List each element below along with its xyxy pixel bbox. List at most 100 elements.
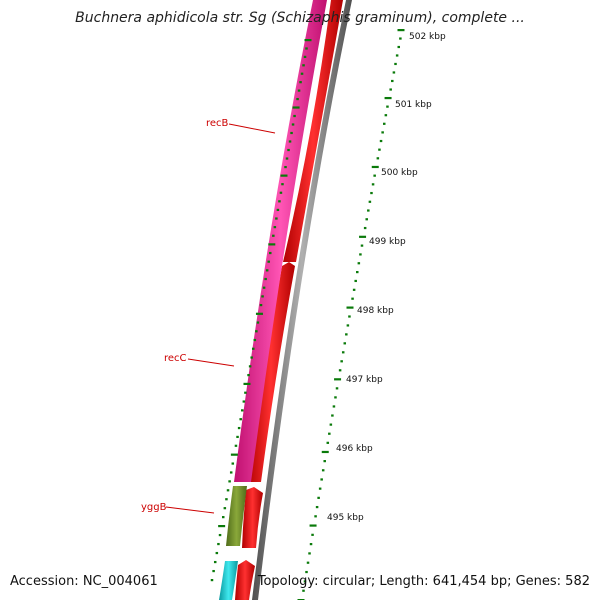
major-tick xyxy=(321,450,329,454)
minor-tick xyxy=(378,148,381,151)
minor-tick xyxy=(229,471,233,474)
major-tick xyxy=(384,96,392,100)
minor-tick xyxy=(305,47,308,50)
minor-tick xyxy=(228,480,231,483)
minor-tick xyxy=(272,234,275,237)
minor-tick xyxy=(318,487,322,490)
minor-tick xyxy=(397,45,401,49)
minor-tick xyxy=(269,251,272,255)
cds-arrow xyxy=(247,262,295,482)
minor-tick xyxy=(278,200,281,203)
minor-tick xyxy=(213,560,217,564)
minor-tick xyxy=(226,489,230,492)
scale-ticks-inner xyxy=(210,39,312,582)
minor-tick xyxy=(392,71,396,74)
scale-ticks-outer xyxy=(297,29,405,600)
minor-tick xyxy=(323,460,326,463)
minor-tick xyxy=(345,333,348,336)
minor-tick xyxy=(255,330,258,333)
minor-tick xyxy=(242,400,246,403)
major-tick xyxy=(292,106,300,109)
major-tick xyxy=(334,378,342,381)
minor-tick xyxy=(314,515,317,518)
minor-tick xyxy=(237,426,241,430)
minor-tick xyxy=(290,131,293,135)
scale-label: 499 kbp xyxy=(369,237,406,247)
minor-tick xyxy=(308,552,311,555)
minor-tick xyxy=(382,122,386,125)
major-tick xyxy=(371,165,379,169)
major-tick xyxy=(397,29,405,32)
minor-tick xyxy=(275,217,278,220)
minor-tick xyxy=(212,569,215,573)
major-tick xyxy=(218,524,226,528)
minor-tick xyxy=(376,157,380,160)
gene-label-recB: recB xyxy=(206,118,229,129)
minor-tick xyxy=(341,351,345,354)
minor-tick xyxy=(354,279,357,283)
minor-tick xyxy=(262,286,266,289)
gene-label-recC: recC xyxy=(164,353,187,364)
minor-tick xyxy=(384,114,388,117)
minor-tick xyxy=(360,244,364,247)
minor-tick xyxy=(302,64,305,67)
minor-tick xyxy=(352,288,356,291)
minor-tick xyxy=(231,462,235,465)
scale-label: 497 kbp xyxy=(346,375,383,385)
gene-cyan[interactable] xyxy=(219,561,238,600)
minor-tick xyxy=(365,218,368,221)
minor-tick xyxy=(236,435,239,439)
label-leader-yggB xyxy=(165,506,215,514)
minor-tick xyxy=(291,123,295,126)
minor-tick xyxy=(244,391,247,394)
minor-tick xyxy=(265,269,269,272)
accession-text: Accession: NC_004061 xyxy=(10,574,158,589)
minor-tick xyxy=(256,321,260,324)
scale-label: 500 kbp xyxy=(381,168,418,178)
label-leader-recC xyxy=(187,358,235,367)
minor-tick xyxy=(379,139,383,143)
minor-tick xyxy=(394,62,397,66)
minor-tick xyxy=(371,183,375,186)
major-tick xyxy=(304,39,312,42)
major-tick xyxy=(255,312,263,315)
gene-recB-recC[interactable] xyxy=(234,0,327,482)
scale-label: 502 kbp xyxy=(409,32,446,42)
minor-tick xyxy=(391,79,394,83)
minor-tick xyxy=(303,55,307,58)
scale-label: 495 kbp xyxy=(327,513,364,523)
minor-tick xyxy=(357,262,361,265)
cds-arrow xyxy=(283,0,343,262)
minor-tick xyxy=(303,580,307,583)
minor-tick xyxy=(221,516,225,519)
minor-tick xyxy=(288,140,292,143)
minor-tick xyxy=(261,295,264,298)
minor-tick xyxy=(223,507,227,510)
cds-arrow xyxy=(235,560,255,600)
scale-label: 498 kbp xyxy=(357,306,394,316)
page-title: Buchnera aphidicola str. Sg (Schizaphis … xyxy=(75,10,525,26)
minor-tick xyxy=(285,157,289,160)
major-tick xyxy=(280,174,288,177)
minor-tick xyxy=(331,414,334,417)
minor-tick xyxy=(281,183,284,186)
minor-tick xyxy=(346,324,350,327)
minor-tick xyxy=(247,374,250,377)
minor-tick xyxy=(225,498,228,501)
scale-label: 496 kbp xyxy=(336,444,373,454)
minor-tick xyxy=(297,89,301,92)
minor-tick xyxy=(348,315,351,318)
minor-tick xyxy=(259,304,263,307)
minor-tick xyxy=(386,105,389,108)
minor-tick xyxy=(273,226,277,229)
minor-tick xyxy=(300,72,304,75)
minor-tick xyxy=(334,396,337,399)
minor-tick xyxy=(287,148,290,152)
minor-tick xyxy=(234,444,238,447)
minor-tick xyxy=(356,270,359,274)
gene-yggB[interactable] xyxy=(226,486,247,546)
minor-tick xyxy=(351,297,354,300)
minor-tick xyxy=(368,200,372,203)
major-tick xyxy=(230,453,238,456)
